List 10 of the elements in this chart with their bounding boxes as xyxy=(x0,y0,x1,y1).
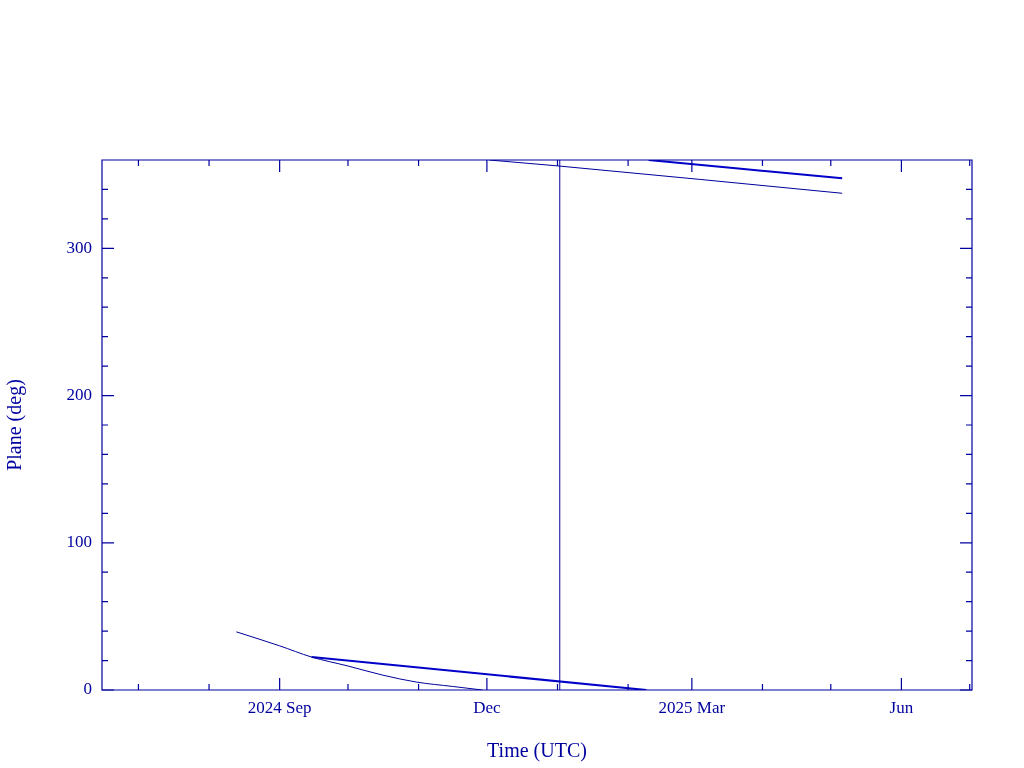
y-tick-label: 100 xyxy=(66,532,92,552)
x-tick-label: Dec xyxy=(473,697,502,717)
x-axis-title: Time (UTC) xyxy=(487,739,587,763)
x-tick-label: Jun xyxy=(889,697,914,717)
y-tick-label: 0 xyxy=(83,679,92,699)
x-tick-label: 2024 Sep xyxy=(247,697,312,717)
y-tick-label: 200 xyxy=(66,385,92,405)
x-tick-label: 2025 Mar xyxy=(658,697,726,717)
y-axis-title: Plane (deg) xyxy=(3,379,27,471)
y-tick-label: 300 xyxy=(66,237,92,257)
